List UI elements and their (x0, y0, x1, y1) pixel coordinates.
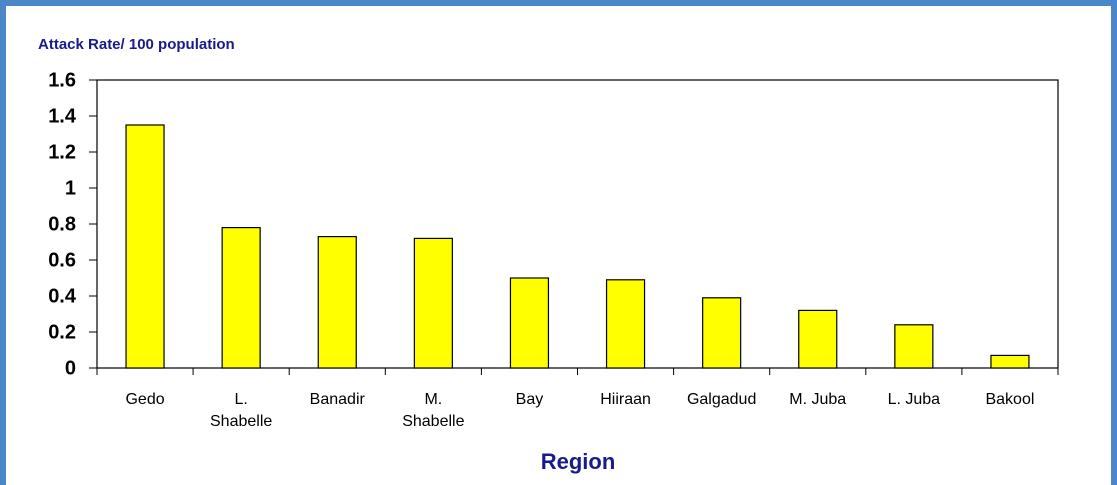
x-tick-label: L. Juba (888, 391, 941, 408)
bar (798, 309, 838, 369)
y-tick-label: 0.6 (48, 249, 76, 271)
x-tick-label: Bay (516, 391, 544, 408)
bar (605, 279, 646, 369)
x-axis-label: Region (541, 449, 616, 474)
y-axis-label: Attack Rate/ 100 population (38, 36, 235, 53)
y-tick-label: 0.2 (48, 321, 76, 343)
y-tick-label: 0.8 (48, 213, 76, 235)
x-tick-label: Hiiraan (600, 391, 651, 408)
bar (894, 324, 934, 369)
y-tick-label: 1 (65, 177, 76, 199)
x-tick-label: M. Juba (789, 391, 846, 408)
bar (702, 297, 742, 369)
bar (125, 124, 165, 369)
bar (413, 237, 453, 369)
x-tick-label: Galgadud (687, 391, 756, 408)
y-tick-label: 1.6 (48, 69, 76, 91)
y-tick-label: 0.4 (48, 285, 77, 307)
x-tick-label: Bakool (985, 391, 1034, 408)
x-tick-label: Banadir (310, 391, 366, 408)
bar (990, 354, 1030, 369)
x-tick-label: M. Shabelle (402, 391, 464, 430)
bar (509, 277, 550, 369)
y-tick-label: 1.4 (48, 105, 77, 127)
x-tick-label: Gedo (125, 391, 164, 408)
bar (221, 227, 261, 369)
y-tick-label: 1.2 (48, 141, 76, 163)
y-tick-label: 0 (65, 357, 76, 379)
bar (317, 236, 357, 369)
x-tick-label: L. Shabelle (210, 391, 272, 430)
